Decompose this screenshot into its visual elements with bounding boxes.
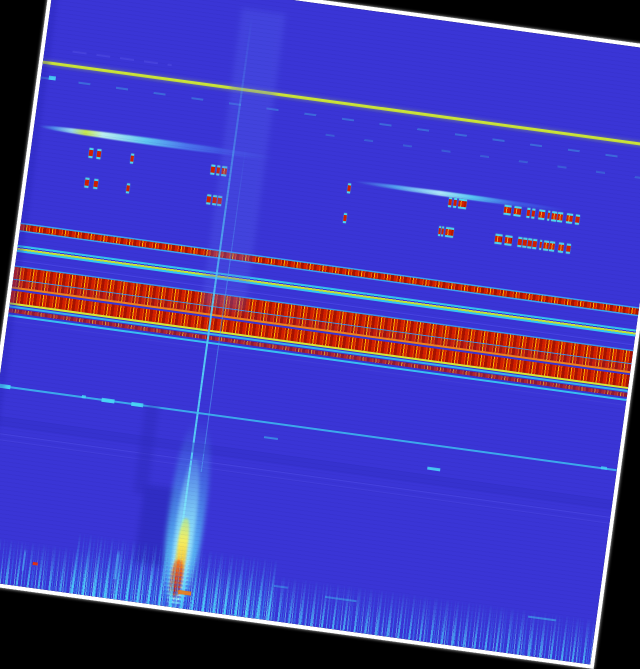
burst-row-1-burst-7: [347, 183, 351, 193]
dim-line-d: [0, 438, 610, 524]
burst-row-1-burst-11: [503, 205, 511, 216]
burst-row-2-burst-11: [494, 234, 502, 245]
faint-smudge-topleft: [72, 51, 171, 67]
burst-row-2-burst-16: [532, 239, 537, 249]
burst-row-2-burst-9: [441, 226, 444, 236]
burst-row-2-burst-1: [84, 177, 89, 187]
dim-dashed-line-1: [41, 76, 640, 163]
burst-row-1-burst-13: [526, 208, 530, 218]
cyan-dash-mid: [264, 436, 278, 440]
burst-row-1-burst-20: [575, 214, 580, 224]
dark-smudge-column: [133, 404, 159, 495]
dim-line-c: [0, 432, 610, 518]
burst-row-1-burst-4: [210, 164, 215, 174]
burst-row-1-burst-12: [513, 206, 521, 217]
burst-row-2-burst-21: [566, 243, 571, 253]
cyan-dot-right-edge: [601, 466, 607, 470]
burst-row-1-burst-10: [458, 198, 467, 209]
dim-dashed-line-2: [325, 134, 640, 181]
cyan-dot-left: [49, 76, 56, 81]
cyan-dash-right: [427, 467, 440, 472]
cyan-dash-l4: [131, 402, 143, 408]
burst-row-1-burst-1: [88, 148, 93, 158]
burst-row-1-burst-15: [538, 209, 545, 220]
burst-row-2-burst-20: [558, 242, 564, 253]
burst-row-1-burst-16: [547, 211, 550, 221]
burst-row-1-burst-8: [448, 197, 452, 207]
black-backdrop: [0, 0, 640, 640]
burst-row-2-burst-7: [343, 213, 347, 223]
burst-row-1-burst-2: [96, 149, 101, 159]
burst-row-1-burst-14: [531, 208, 535, 218]
cyan-dash-l3: [101, 398, 114, 404]
red-speck: [33, 562, 38, 566]
burst-row-2-burst-10: [445, 227, 454, 238]
dim-band-lower: [0, 415, 613, 510]
burst-row-1-burst-3: [130, 153, 134, 163]
burst-row-1-burst-19: [566, 213, 573, 224]
burst-row-1-burst-9: [453, 198, 457, 208]
bottom-noise-dense: [71, 532, 278, 621]
burst-row-2-burst-3: [126, 183, 130, 193]
burst-row-2-burst-19: [549, 241, 555, 252]
burst-row-2-burst-4: [206, 194, 211, 204]
burst-row-2-burst-17: [539, 240, 542, 250]
burst-row-2-burst-2: [93, 179, 98, 189]
burst-row-2-burst-12: [504, 235, 512, 246]
burst-row-1-burst-18: [557, 212, 563, 223]
cyan-dash-l2: [82, 395, 86, 399]
corner-blip: [74, 32, 89, 39]
